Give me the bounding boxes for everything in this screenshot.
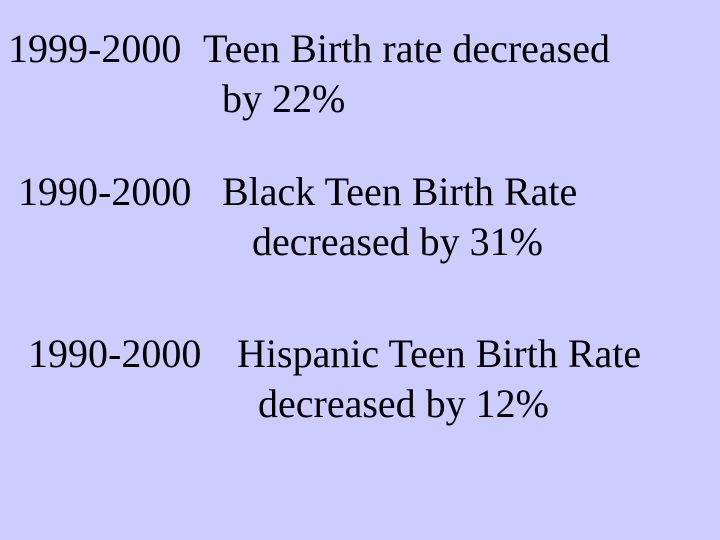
statement-line: decreased by 31% <box>252 219 543 264</box>
period: 1990-2000 <box>18 169 191 214</box>
statement-line: by 22% <box>222 76 345 121</box>
period: 1999-2000 <box>8 26 181 71</box>
item: 1999-2000 Teen Birth rate decreased by 2… <box>8 26 610 121</box>
statement-line: Hispanic Teen Birth Rate <box>237 331 641 376</box>
item: 1990-2000 Hispanic Teen Birth Rate decre… <box>28 331 641 426</box>
item: 1990-2000 Black Teen Birth Rate decrease… <box>18 169 577 264</box>
statement-line: Black Teen Birth Rate <box>222 169 577 214</box>
statement-line: Teen Birth rate decreased <box>203 26 610 71</box>
statement-line: decreased by 12% <box>258 381 549 426</box>
period: 1990-2000 <box>28 331 201 376</box>
